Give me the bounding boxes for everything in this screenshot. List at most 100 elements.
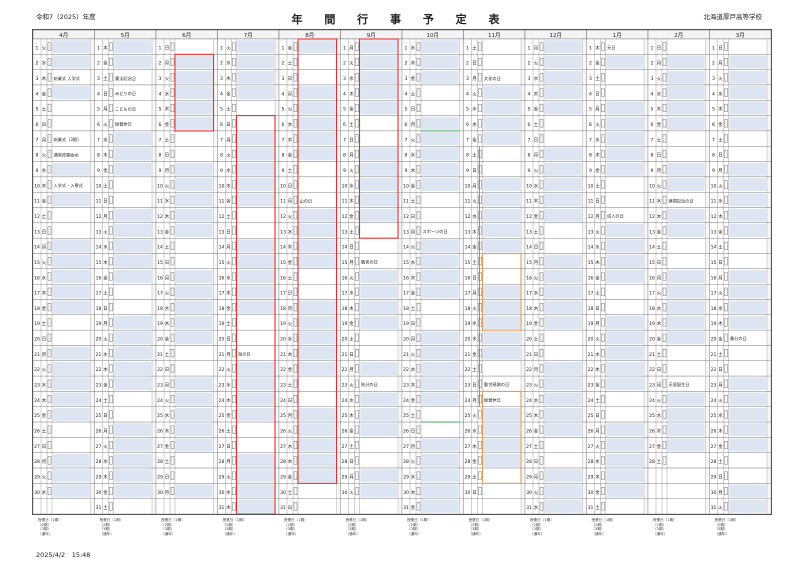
period-icon	[170, 272, 175, 281]
note-strip	[397, 284, 403, 300]
period-icon	[293, 456, 298, 465]
period-icon	[170, 318, 175, 327]
event-area	[298, 132, 336, 146]
summary-line: （通年）	[161, 531, 176, 536]
weekday-label: 月	[472, 183, 476, 189]
month-column-7: 10月1 水2 木3 金4 土5 日6 月7 火8 水9 木10 金11 土12 日13 月スポーツの日1…	[401, 30, 464, 514]
summary-line: 授業日（1期）	[714, 518, 739, 522]
period-icon	[47, 410, 52, 419]
day-cell: 27 土	[524, 437, 587, 453]
period-icon	[724, 119, 728, 128]
month-header-label: 10月	[427, 32, 440, 39]
note-strip	[213, 84, 218, 101]
note-strip	[766, 176, 771, 193]
event-area	[421, 147, 459, 161]
period-icon	[293, 318, 298, 327]
period-icon	[355, 134, 359, 143]
period-icon	[416, 502, 421, 511]
day-cell: 21 水	[586, 345, 649, 361]
day-number: 16	[342, 275, 348, 281]
day-number: 17	[34, 291, 40, 297]
note-strip	[643, 299, 649, 315]
weekday-label: 金	[165, 228, 170, 235]
period-icon	[539, 57, 544, 66]
day-number: 10	[219, 183, 225, 189]
day-number: 17	[280, 291, 286, 297]
period-icon	[601, 42, 605, 51]
weekday-label: 火	[657, 77, 662, 82]
weekday-label: 木	[411, 60, 416, 67]
period-icon	[109, 180, 113, 189]
day-cell: 11 水	[155, 192, 218, 208]
period-icon	[416, 456, 421, 465]
day-number: 21	[96, 352, 102, 358]
note-strip	[459, 375, 464, 392]
day-number: 26	[649, 428, 655, 434]
note-strip	[643, 452, 649, 469]
note-strip	[459, 299, 464, 315]
period-icon	[416, 241, 421, 250]
note-strip	[397, 330, 403, 346]
day-number: 24	[403, 398, 409, 404]
note-strip	[766, 406, 771, 423]
note-strip	[643, 238, 649, 254]
period-icon	[355, 195, 359, 204]
note-strip	[520, 314, 526, 331]
period-icon	[416, 180, 421, 189]
summary-line: 授業日（1期）	[407, 518, 431, 522]
day-cell: 14 木	[278, 238, 341, 254]
event-area	[667, 331, 705, 345]
period-icon	[539, 487, 544, 496]
day-number: 19	[342, 321, 348, 327]
period-icon	[724, 318, 728, 327]
period-icon	[662, 303, 667, 312]
note-strip	[705, 268, 710, 285]
day-number: 14	[342, 245, 348, 251]
weekday-label: 金	[595, 489, 600, 496]
period-icon	[293, 471, 298, 480]
event-area	[667, 101, 705, 115]
event-area	[114, 147, 152, 161]
event-area	[114, 254, 152, 268]
day-cell: 30 日	[463, 483, 526, 499]
note-strip	[274, 498, 280, 514]
period-icon	[232, 333, 236, 342]
weekday-label: 日	[103, 91, 107, 97]
period-icon	[416, 211, 421, 220]
term-outline	[358, 38, 399, 239]
period-icon	[47, 333, 52, 342]
day-number: 17	[96, 291, 102, 297]
event-area	[729, 270, 767, 283]
day-number: 1	[97, 45, 100, 51]
day-cell: 28 水	[586, 452, 649, 469]
day-cell: 19 木	[155, 314, 218, 331]
note-strip	[582, 115, 587, 132]
day-number: 8	[405, 153, 408, 159]
note-strip	[766, 467, 771, 484]
period-icon	[232, 195, 236, 204]
day-number: 7	[343, 137, 346, 143]
note-strip	[90, 268, 95, 285]
note-strip	[766, 284, 771, 300]
day-cell: 15 木	[586, 253, 649, 270]
period-icon	[478, 333, 482, 342]
weekday-label: 木	[349, 412, 354, 419]
weekday-label: 土	[472, 152, 477, 159]
day-number: 20	[649, 337, 655, 343]
summary-line: （2期）	[345, 522, 359, 527]
period-icon	[662, 134, 667, 143]
period-icon	[478, 103, 482, 112]
event-area	[421, 453, 459, 467]
weekday-label: 金	[411, 182, 416, 189]
weekday-label: 水	[657, 305, 662, 312]
weekday-label: 木	[718, 213, 723, 220]
day-number: 20	[96, 337, 102, 343]
day-cell: 11 木	[340, 192, 403, 208]
period-icon	[109, 241, 113, 250]
weekday-label: 金	[42, 90, 47, 97]
